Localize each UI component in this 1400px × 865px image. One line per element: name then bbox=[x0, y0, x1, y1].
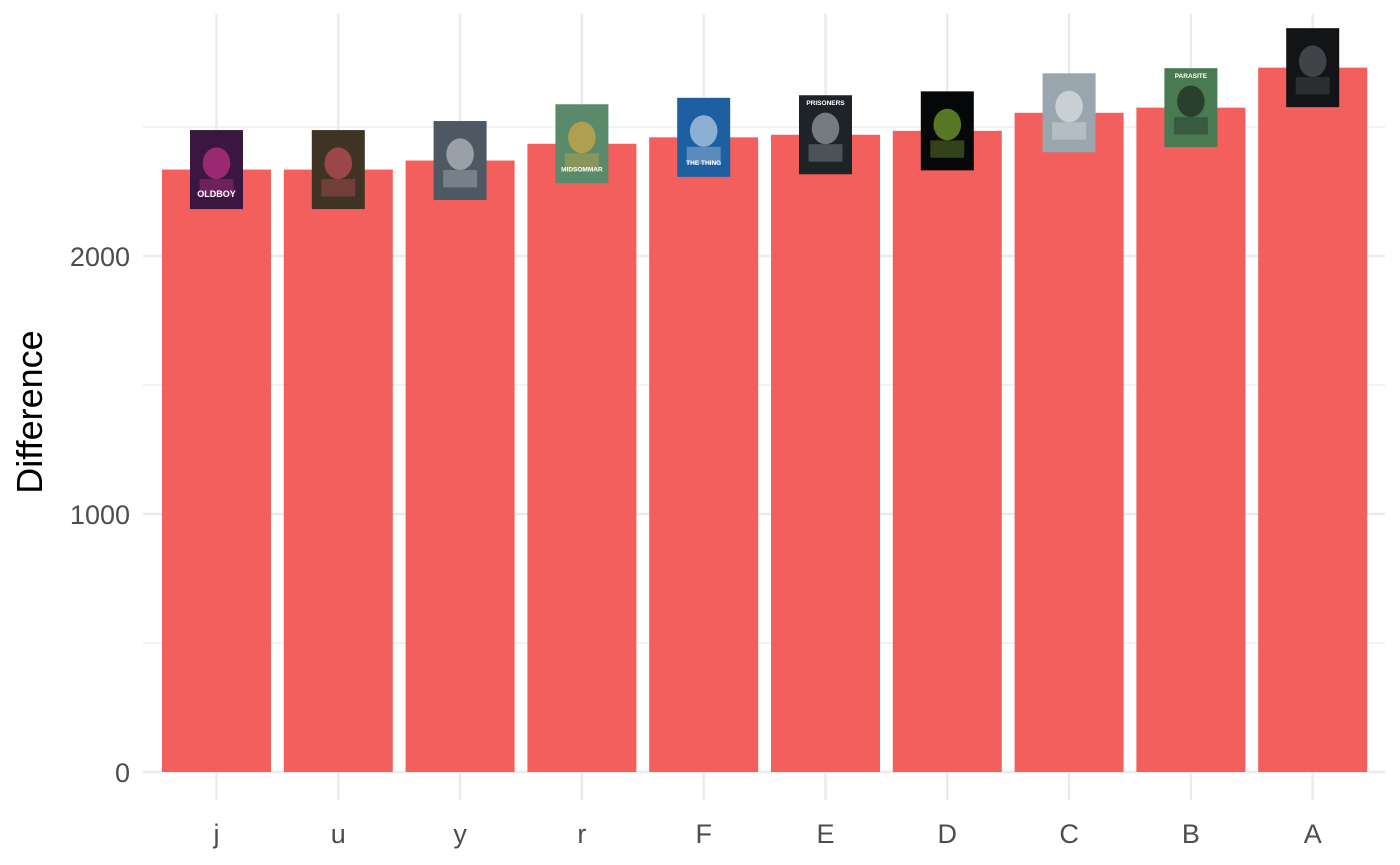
poster-figure-body bbox=[930, 140, 965, 158]
poster-image: THE THING bbox=[677, 97, 731, 177]
bar bbox=[771, 134, 880, 773]
poster-figure bbox=[1177, 85, 1205, 118]
poster-figure bbox=[568, 121, 596, 154]
poster-figure bbox=[933, 108, 962, 141]
bar bbox=[283, 169, 393, 772]
bars-group bbox=[162, 67, 1368, 773]
bar bbox=[162, 169, 271, 772]
y-tick-label: 0 bbox=[115, 758, 130, 788]
poster-image: PARASITE bbox=[1164, 68, 1218, 148]
poster-figure bbox=[446, 138, 474, 171]
y-tick-label: 1000 bbox=[70, 500, 130, 530]
poster-figure-body bbox=[564, 153, 599, 171]
x-tick-label: j bbox=[213, 819, 220, 849]
bar bbox=[1258, 67, 1368, 772]
poster-image: PRISONERS bbox=[799, 95, 852, 175]
bar bbox=[527, 143, 637, 772]
poster-figure-body bbox=[1052, 122, 1087, 140]
poster-image bbox=[920, 91, 974, 171]
poster-title: PARASITE bbox=[1175, 73, 1208, 80]
poster-image bbox=[1286, 28, 1340, 108]
bar bbox=[405, 160, 515, 773]
poster-figure-body bbox=[443, 170, 478, 188]
x-tick-label: r bbox=[577, 819, 586, 849]
poster-image: MIDSOMMAR bbox=[555, 104, 609, 184]
poster-image bbox=[1042, 73, 1096, 153]
poster-image bbox=[311, 130, 365, 210]
poster-title: MIDSOMMAR bbox=[561, 166, 603, 173]
x-tick-label: E bbox=[816, 819, 834, 849]
y-tick-label: 2000 bbox=[70, 242, 130, 272]
poster-figure bbox=[1298, 45, 1327, 78]
poster-image: OLDBOY bbox=[190, 130, 243, 210]
poster-figure-body bbox=[1173, 117, 1208, 135]
bar bbox=[1014, 112, 1124, 772]
x-tick-label: B bbox=[1182, 819, 1200, 849]
poster-figure-body bbox=[1295, 77, 1330, 95]
x-tick-label: A bbox=[1304, 819, 1322, 849]
bar bbox=[649, 137, 759, 772]
bar bbox=[892, 130, 1002, 772]
poster-title: PRISONERS bbox=[806, 100, 845, 107]
x-tick-label: C bbox=[1059, 819, 1079, 849]
bar bbox=[1136, 107, 1246, 772]
x-tick-label: D bbox=[938, 819, 958, 849]
poster-figure-body bbox=[199, 179, 234, 197]
x-tick-label: F bbox=[695, 819, 712, 849]
poster-figure bbox=[811, 112, 840, 145]
poster-figure-body bbox=[686, 146, 721, 165]
poster-figure-body bbox=[321, 179, 356, 197]
poster-figure bbox=[202, 147, 231, 180]
poster-figure-body bbox=[808, 144, 843, 162]
y-axis-tick-labels: 0 1000 2000 bbox=[70, 242, 130, 788]
poster-figure bbox=[1055, 90, 1083, 123]
x-tick-label: u bbox=[331, 819, 346, 849]
poster-annotations: OLDBOY MIDSOMMAR THE THING PRISONERS PARASIT… bbox=[190, 28, 1340, 210]
poster-figure bbox=[689, 115, 718, 147]
poster-title: THE THING bbox=[686, 160, 721, 167]
poster-figure bbox=[324, 147, 353, 180]
poster-image bbox=[433, 121, 487, 201]
poster-title: OLDBOY bbox=[197, 189, 236, 199]
y-axis-title: Difference bbox=[9, 330, 50, 493]
x-tick-label: y bbox=[453, 819, 467, 849]
